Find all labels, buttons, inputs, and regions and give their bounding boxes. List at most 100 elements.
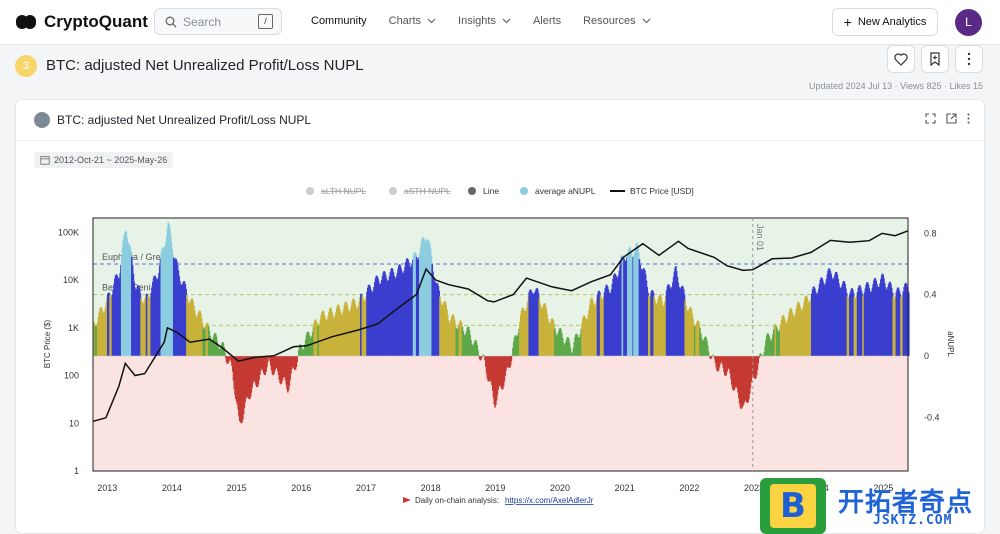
nav-item-alerts[interactable]: Alerts (533, 15, 561, 27)
nav-item-label: Alerts (532, 15, 562, 27)
x-tick: 2019 (485, 483, 505, 493)
kebab-menu-icon (967, 52, 971, 66)
nav-item-charts[interactable]: Charts (389, 15, 436, 27)
legend-item: Line (483, 186, 499, 196)
x-tick: 2025 (873, 483, 893, 493)
nav-item-community[interactable]: Community (311, 15, 367, 27)
legend-swatch (468, 187, 476, 195)
open-external-icon[interactable] (946, 113, 957, 124)
x-tick: 2013 (97, 483, 117, 493)
x-tick: 2020 (550, 483, 570, 493)
search-icon (165, 16, 177, 27)
legend-swatch (306, 187, 314, 195)
nupl-bar (758, 356, 760, 359)
watermark-letter: B (770, 484, 816, 528)
nupl-bar (706, 345, 709, 356)
y-left-tick: 10 (69, 418, 79, 428)
nupl-bar (757, 356, 760, 364)
nupl-bar (477, 355, 480, 356)
y-left-tick: 10K (63, 275, 79, 285)
fullscreen-icon[interactable] (925, 113, 936, 124)
card-tools (925, 113, 970, 124)
watermark-text: 开拓者奇点 (838, 488, 974, 518)
rank-badge: 3 (15, 55, 37, 77)
nav-item-label: Charts (388, 15, 422, 27)
logo-icon (16, 14, 38, 30)
flag-icon (403, 497, 411, 503)
logo-text: CryptoQuant (44, 12, 148, 31)
legend-item: aSTH NUPL (404, 186, 451, 196)
nupl-bar (482, 354, 485, 356)
legend-item: average aNUPL (535, 186, 596, 196)
nupl-bar (477, 350, 479, 356)
watermark-domain: JSKTZ.COM (873, 513, 953, 528)
y-left-tick: 1K (68, 323, 79, 333)
x-tick: 2017 (356, 483, 376, 493)
bookmark-button[interactable] (921, 45, 949, 73)
main-nav: Community Charts Insights Alerts Resources (311, 15, 673, 27)
search-input[interactable]: Search / (154, 8, 282, 35)
nav-item-label: Community (311, 15, 367, 27)
nupl-bar (296, 356, 298, 363)
user-avatar[interactable]: L (955, 9, 982, 36)
y-right-label: aNUPL (946, 331, 955, 357)
plot-frame (92, 217, 909, 472)
y-right-tick: 0 (924, 351, 929, 361)
like-button[interactable] (887, 45, 915, 73)
nav-item-insights[interactable]: Insights (458, 15, 511, 27)
footer-text: Daily on-chain analysis: (415, 496, 499, 505)
nupl-bar (266, 356, 269, 363)
nupl-bar (710, 356, 713, 358)
legend-item: BTC Price [USD] (630, 186, 694, 196)
search-placeholder: Search (183, 14, 222, 29)
btc-price-line (92, 230, 909, 423)
nupl-bar (908, 292, 910, 356)
date-range-picker[interactable]: 2012-Oct-21 ~ 2025-May-26 (34, 152, 174, 168)
nupl-bar (570, 351, 572, 356)
plus-icon: + (843, 14, 852, 30)
y-left-label: BTC Price ($) (43, 319, 52, 368)
nupl-bar (707, 351, 710, 356)
chevron-down-icon (502, 18, 511, 24)
card-title: BTC: adjusted Net Unrealized Profit/Loss… (57, 113, 312, 127)
top-navigation: CryptoQuant Search / Community Charts Insi… (0, 0, 1000, 45)
chart-meta: Updated 2024 Jul 13 · Views 825 · Likes … (809, 81, 983, 91)
x-tick: 2022 (679, 483, 699, 493)
y-left-tick: 100 (64, 371, 79, 381)
profit-zone (93, 218, 908, 356)
legend-swatch (520, 187, 528, 195)
x-tick: 2023 (744, 483, 764, 493)
nupl-bar (224, 352, 226, 356)
y-right-tick: -0.4 (924, 412, 940, 422)
new-analytics-button[interactable]: + New Analytics (832, 8, 938, 36)
zone-label: Euphoria / Greed (102, 252, 171, 262)
y-left-tick: 100K (58, 227, 79, 237)
new-analytics-label: New Analytics (857, 16, 927, 28)
bookmark-plus-icon (930, 52, 940, 66)
nupl-bar (481, 356, 483, 358)
date-range-text: 2012-Oct-21 ~ 2025-May-26 (54, 155, 168, 165)
x-tick: 2018 (421, 483, 441, 493)
x-tick: 2014 (162, 483, 182, 493)
x-tick: 2021 (615, 483, 635, 493)
author-avatar[interactable] (34, 112, 50, 128)
nav-item-resources[interactable]: Resources (583, 15, 651, 27)
nupl-bar (480, 356, 482, 360)
page-title: BTC: adjusted Net Unrealized Profit/Loss… (46, 57, 364, 74)
legend-swatch (389, 187, 397, 195)
search-shortcut: / (258, 14, 273, 29)
logo[interactable]: CryptoQuant (16, 12, 148, 32)
nav-item-label: Resources (583, 15, 636, 27)
heart-icon (894, 52, 908, 66)
nupl-bar (760, 353, 763, 356)
footer-link[interactable]: https://x.com/AxelAdlerJr (505, 496, 594, 505)
nupl-bar (712, 354, 714, 356)
more-options-button[interactable] (955, 45, 983, 73)
calendar-icon (40, 156, 50, 165)
card-more-icon[interactable] (967, 113, 970, 124)
nupl-bar (223, 347, 225, 356)
y-right-tick: 0.4 (924, 290, 937, 300)
x-tick: 2015 (227, 483, 247, 493)
card-header: BTC: adjusted Net Unrealized Profit/Loss… (16, 100, 984, 141)
